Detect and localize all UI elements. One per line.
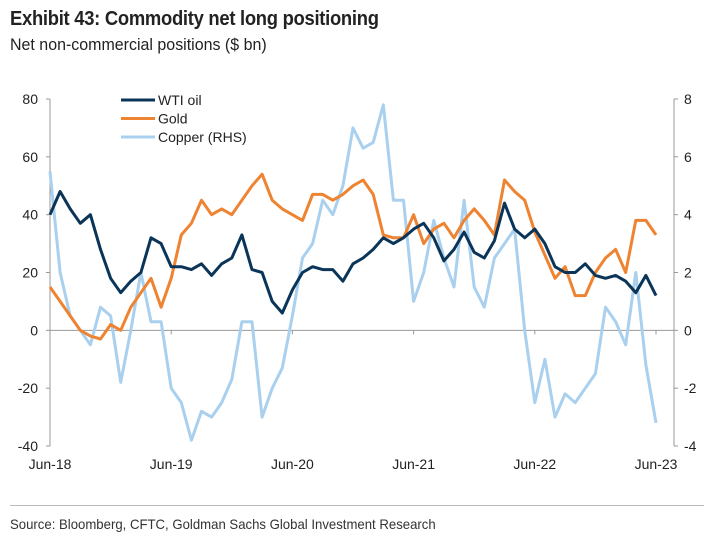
x-tick-label: Jun-23	[635, 456, 678, 472]
right-tick-label: 2	[684, 265, 692, 281]
left-tick-label: 0	[30, 322, 38, 338]
source-note: Source: Bloomberg, CFTC, Goldman Sachs G…	[10, 516, 436, 532]
right-tick-label: 6	[684, 149, 692, 165]
x-tick-label: Jun-22	[513, 456, 556, 472]
chart-subtitle: Net non-commercial positions ($ bn)	[10, 35, 267, 54]
left-tick-label: 20	[22, 265, 38, 281]
series-line-gold	[48, 172, 658, 341]
legend: WTI oil Gold Copper (RHS)	[121, 92, 247, 145]
left-tick-label: -20	[18, 380, 38, 396]
x-tick-label: Jun-19	[150, 456, 193, 472]
x-tick-label: Jun-18	[29, 456, 72, 472]
left-tick-label: 80	[22, 91, 38, 107]
right-tick-label: -2	[684, 380, 697, 396]
left-tick-label: -40	[18, 438, 38, 454]
footer-divider	[10, 505, 704, 506]
right-tick-label: 4	[684, 207, 692, 223]
x-tick-label: Jun-20	[271, 456, 314, 472]
series-line-wti-oil	[48, 190, 658, 315]
right-tick-label: 8	[684, 91, 692, 107]
left-tick-label: 60	[22, 149, 38, 165]
legend-label: Gold	[158, 111, 188, 127]
right-tick-label: -4	[684, 438, 697, 454]
left-tick-label: 40	[22, 207, 38, 223]
x-tick-label: Jun-21	[392, 456, 435, 472]
right-tick-label: 0	[684, 322, 692, 338]
series-lines	[48, 103, 658, 442]
legend-label: Copper (RHS)	[158, 129, 247, 145]
series-line-copper-rhs	[48, 103, 658, 442]
chart-title: Exhibit 43: Commodity net long positioni…	[10, 8, 379, 30]
legend-label: WTI oil	[158, 92, 202, 108]
